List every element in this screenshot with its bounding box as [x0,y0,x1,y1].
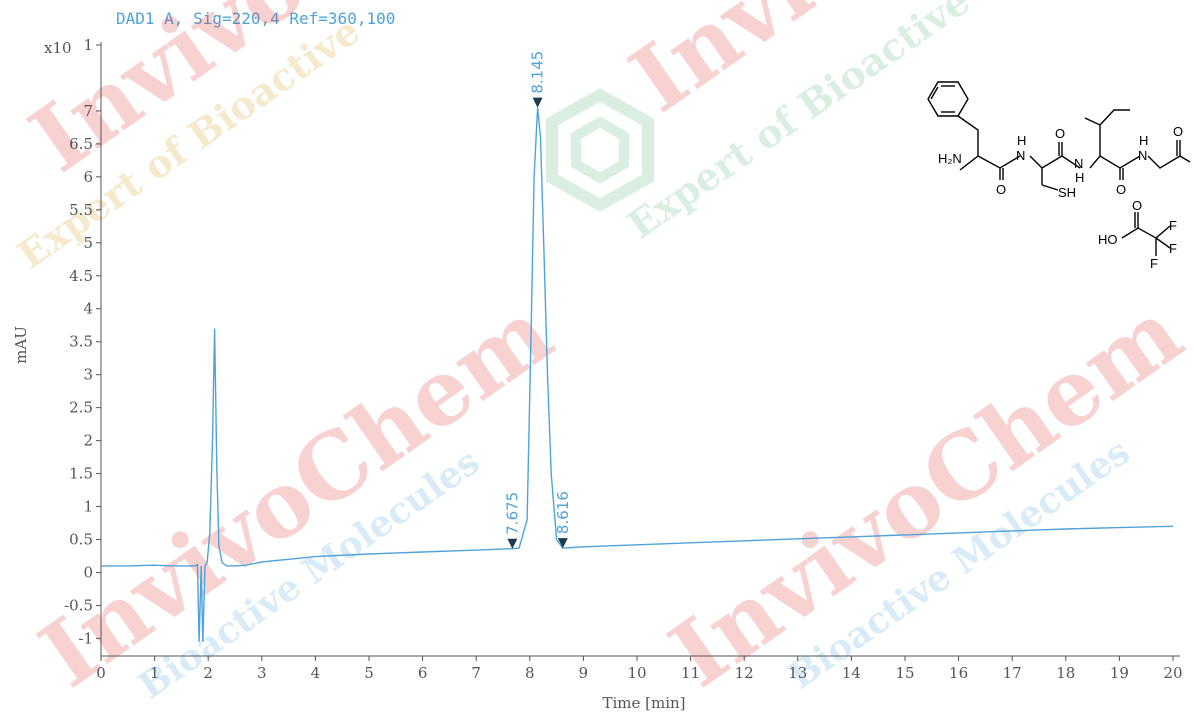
series-group [101,107,1174,642]
x-tick-label: 10 [627,664,646,682]
x-tick-label: 18 [1056,664,1075,682]
y-tick-label: 2.5 [69,399,93,417]
y-tick-label: 2 [83,432,93,450]
label-ho: HO [1098,232,1118,247]
label-o-1: O [996,182,1006,197]
structure-labels: H₂N O N H SH O N H O N H O HO O F F F [938,124,1183,271]
y-tick-label: 5 [83,234,93,252]
watermark-brand-bottom-right: InvivoChem [652,279,1194,708]
label-n-3: N [1138,148,1147,163]
label-h-1: H [1017,133,1026,148]
phenyl-ring [927,81,969,117]
chemical-structure [927,81,1191,256]
label-o-3: O [1116,182,1126,197]
x-tick-label: 2 [203,664,213,682]
label-o-4: O [1173,124,1183,139]
signal-title: DAD1 A, Sig=220,4 Ref=360,100 [116,9,396,28]
x-tick-label: 19 [1110,664,1129,682]
x-tick-label: 8 [525,664,535,682]
watermark-brand-bottom-left: InvivoChem [22,279,571,708]
label-f-3: F [1150,256,1158,271]
peak-label: 7.675 [503,492,521,535]
x-ticks: 0 1 2 3 4 5 6 7 8 9 10 11 12 13 14 15 16 17 18 19 20 [96,656,1183,682]
x-tick-label: 20 [1163,664,1182,682]
y-ticks: 1 7 6.5 6 5.5 5 4.5 4 3.5 3 2.5 2 1.5 1 0.5 0 -0.5 -1 [64,36,101,647]
x-tick-label: 15 [895,664,914,682]
y-tick-label: 1.5 [69,465,93,483]
y-tick-label: 4 [83,300,93,318]
x-tick-label: 16 [949,664,968,682]
x-tick-label: 5 [364,664,374,682]
peak-marker [557,538,568,549]
y-tick-label: 1 [83,498,93,516]
x-tick-label: 11 [681,664,700,682]
y-axis-title: mAU [12,326,30,364]
label-amine: H₂N [938,151,962,166]
y-tick-label: 0.5 [69,531,93,549]
y-tick-label: 6.5 [69,135,93,153]
y-tick-label: -1 [78,629,93,647]
x-tick-label: 12 [735,664,754,682]
x-tick-label: 9 [579,664,589,682]
y-tick-label: 1 [83,36,93,54]
series-line-0 [101,107,1174,642]
x-tick-label: 14 [842,664,861,682]
x-axis-title: Time [min] [602,694,685,712]
y-tick-label: 0 [83,563,93,581]
label-f-2: F [1169,241,1177,256]
watermark: InvivoChem InvivoChem InvivoChem InvivoC… [9,0,1194,708]
y-tick-label: 7 [83,102,93,120]
x-tick-label: 17 [1003,664,1022,682]
label-n-2: N [1074,156,1083,171]
x-tick-label: 7 [471,664,481,682]
peak-marker [507,538,518,549]
y-tick-label: 6 [83,168,93,186]
label-o-2: O [1055,126,1065,141]
x-tick-label: 1 [150,664,160,682]
x-tick-label: 0 [96,664,106,682]
label-h-3: H [1139,133,1148,148]
x-tick-label: 13 [788,664,807,682]
y-tick-label: 3 [83,366,93,384]
label-f-1: F [1169,218,1177,233]
label-h-2: H [1075,170,1084,185]
peak-label: 8.145 [529,51,547,94]
y-multiplier-label: x10 [44,39,72,57]
peak-marker [532,97,543,108]
y-tick-label: -0.5 [64,596,93,614]
label-n-1: N [1016,148,1025,163]
x-tick-label: 6 [418,664,428,682]
x-tick-label: 3 [257,664,267,682]
label-o-5: O [1132,198,1142,213]
peak-label: 8.616 [554,491,572,534]
x-tick-label: 4 [311,664,321,682]
y-tick-label: 3.5 [69,333,93,351]
watermark-logo-icon [546,88,654,212]
y-tick-label: 5.5 [69,201,93,219]
y-tick-label: 4.5 [69,267,93,285]
peak-markers: 7.675 8.145 8.616 [503,51,572,549]
label-sh: SH [1058,185,1076,200]
